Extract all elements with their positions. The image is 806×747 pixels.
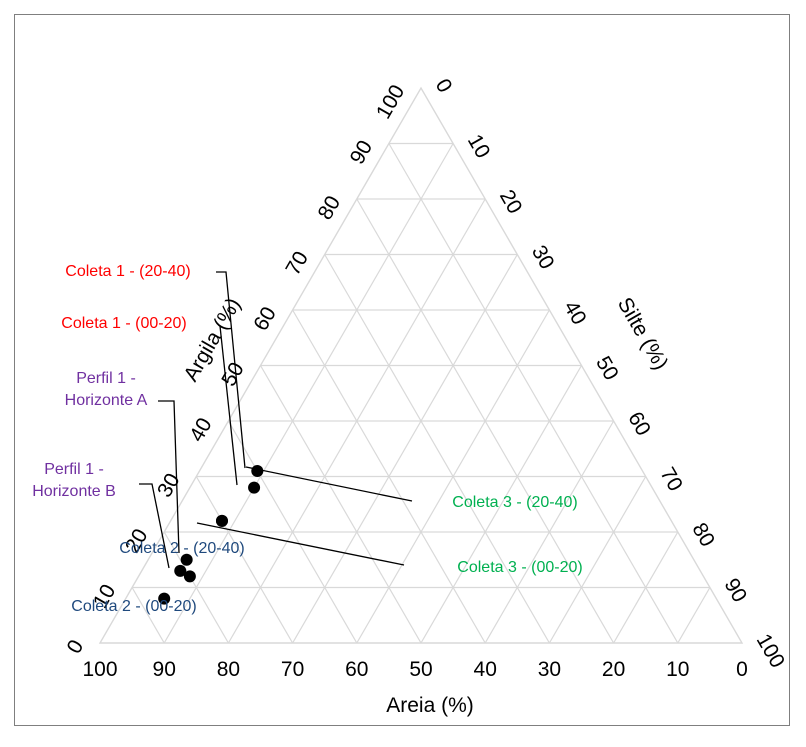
leader-line-4 [158, 400, 180, 554]
point-label-3: Coleta 3 - (00-20) [457, 559, 582, 576]
data-point-5 [174, 564, 187, 577]
point-labels: Coleta 1 - (20-40) Coleta 1 - (00-20) Cole… [32, 263, 582, 615]
tick-silte-20: 20 [495, 186, 527, 218]
grid-line-silte-50 [420, 365, 583, 644]
grid-line-areia-60 [227, 420, 358, 644]
data-point-0 [251, 464, 264, 477]
grid-line-areia-10 [388, 143, 679, 644]
data-point-1 [248, 481, 261, 494]
grid-line-silte-90 [677, 587, 711, 644]
leader-line-0 [216, 271, 246, 469]
bottom-ticks: 100 90 80 70 60 50 40 30 20 10 0 [82, 658, 747, 681]
tick-areia-50: 50 [409, 658, 432, 681]
tick-areia-100: 100 [82, 658, 117, 681]
point-label-4-line-0: Perfil 1 - [76, 370, 136, 387]
data-point-6 [183, 570, 196, 583]
tick-areia-0: 0 [736, 658, 748, 681]
tick-silte-80: 80 [687, 519, 719, 551]
tick-areia-30: 30 [538, 658, 561, 681]
tick-argila-0: 0 [63, 636, 89, 658]
grid-line-areia-80 [163, 531, 229, 644]
axis-label-silte: Silte (%) [613, 294, 673, 374]
tick-areia-90: 90 [153, 658, 176, 681]
point-label-4: Perfil 1 - Horizonte A [65, 370, 148, 409]
grid-line-silte-70 [548, 476, 647, 644]
data-point-7 [158, 592, 171, 605]
tick-silte-70: 70 [655, 464, 687, 496]
tick-argila-60: 60 [249, 303, 281, 335]
tick-argila-30: 30 [153, 470, 185, 502]
tick-areia-20: 20 [602, 658, 625, 681]
tick-areia-60: 60 [345, 658, 368, 681]
grid-line-areia-50 [259, 365, 422, 644]
point-label-0: Coleta 1 - (20-40) [65, 263, 190, 280]
tick-areia-10: 10 [666, 658, 689, 681]
point-label-6: Coleta 2 - (20-40) [119, 540, 244, 557]
data-points [158, 464, 264, 605]
tick-areia-70: 70 [281, 658, 304, 681]
leader-lines [139, 271, 413, 569]
point-label-1: Coleta 1 - (00-20) [61, 315, 186, 332]
tick-argila-80: 80 [314, 192, 346, 224]
grid-line-silte-60 [484, 420, 615, 644]
tick-silte-30: 30 [527, 242, 559, 274]
grid-line-silte-30 [292, 254, 518, 644]
tick-silte-90: 90 [720, 575, 752, 607]
tick-silte-10: 10 [463, 131, 495, 163]
tick-argila-40: 40 [185, 414, 217, 446]
tick-argila-50: 50 [217, 359, 249, 391]
tick-areia-80: 80 [217, 658, 240, 681]
tick-argila-90: 90 [346, 137, 378, 169]
leader-line-1 [219, 325, 238, 486]
tick-silte-100: 100 [752, 630, 789, 672]
grid-line-areia-70 [195, 476, 294, 644]
point-label-7: Coleta 2 - (00-20) [71, 598, 196, 615]
point-label-5: Perfil 1 - Horizonte B [32, 461, 116, 500]
data-point-3 [215, 514, 228, 527]
point-label-5-line-0: Perfil 1 - [44, 461, 104, 478]
axis-label-areia: Areia (%) [386, 694, 474, 717]
point-label-2: Coleta 3 - (20-40) [452, 494, 577, 511]
data-point-4 [180, 553, 193, 566]
tick-silte-0: 0 [431, 75, 457, 97]
point-label-5-line-1: Horizonte B [32, 483, 116, 500]
grid-line-silte-10 [163, 143, 454, 644]
tick-areia-40: 40 [474, 658, 497, 681]
grid-lines [98, 86, 744, 644]
tick-silte-50: 50 [591, 353, 623, 385]
grid-line-areia-30 [324, 254, 550, 644]
tick-silte-60: 60 [623, 408, 655, 440]
point-label-4-line-1: Horizonte A [65, 392, 148, 409]
leader-line-3 [196, 522, 405, 566]
triangle-outline [98, 86, 744, 644]
leader-line-2 [245, 466, 413, 502]
grid-line-silte-80 [613, 531, 679, 644]
tick-argila-70: 70 [281, 248, 313, 280]
tick-silte-40: 40 [559, 297, 591, 329]
leader-line-5 [139, 483, 170, 569]
grid-line-areia-90 [131, 587, 165, 644]
